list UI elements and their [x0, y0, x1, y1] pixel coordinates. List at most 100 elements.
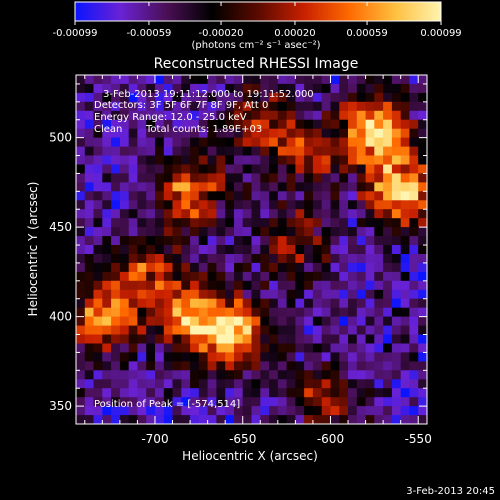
heatmap-cell	[391, 155, 402, 165]
heatmap-cell	[225, 101, 235, 112]
heatmap-cell	[269, 406, 279, 416]
heatmap-cell	[427, 308, 436, 318]
heatmap-cell	[225, 379, 235, 389]
heatmap-cell	[269, 370, 279, 380]
heatmap-cell	[348, 236, 358, 246]
heatmap-cell	[286, 236, 296, 246]
heatmap-cell	[111, 379, 121, 389]
heatmap-cell	[225, 271, 235, 282]
heatmap-cell	[207, 254, 217, 264]
heatmap-cell	[251, 352, 261, 362]
heatmap-cell	[251, 227, 261, 237]
x-axis: -700 -650 -600 -550	[84, 75, 432, 446]
heatmap-cell	[409, 236, 419, 246]
heatmap-cell	[251, 173, 261, 183]
heatmap-cell	[119, 316, 130, 327]
heatmap-cell	[190, 92, 200, 103]
heatmap-cell	[304, 200, 314, 210]
heatmap-cell	[172, 173, 182, 183]
heatmap-cell	[251, 236, 261, 246]
heatmap-cell	[137, 101, 147, 112]
heatmap-cell	[427, 111, 436, 121]
heatmap-cell	[409, 415, 419, 424]
heatmap-cell	[312, 83, 323, 94]
heatmap-cell	[242, 83, 253, 94]
heatmap-cell	[120, 424, 129, 434]
heatmap-cell	[409, 262, 419, 273]
heatmap-cell	[374, 119, 384, 130]
heatmap-cell	[84, 415, 95, 424]
heatmap-cell	[383, 316, 393, 327]
heatmap-cell	[198, 173, 209, 183]
heatmap-cell	[330, 218, 340, 228]
heatmap-cell	[137, 83, 147, 94]
heatmap-cell	[163, 164, 174, 174]
heatmap-cell	[260, 110, 270, 121]
heatmap-cell	[321, 146, 332, 157]
heatmap-cell	[400, 191, 411, 201]
heatmap-cell	[427, 415, 436, 425]
heatmap-cell	[409, 110, 419, 121]
heatmap-cell	[365, 397, 375, 407]
heatmap-cell	[400, 298, 411, 309]
colorbar-tick-label: 0.00020	[274, 28, 315, 39]
heatmap-cell	[207, 361, 217, 371]
heatmap-cell	[339, 254, 349, 264]
heatmap-cell	[234, 119, 244, 130]
heatmap-cell	[374, 191, 384, 201]
heatmap-cell	[365, 352, 375, 362]
heatmap-cell	[93, 110, 103, 121]
heatmap-cell	[277, 200, 288, 210]
heatmap-cell	[277, 343, 288, 353]
heatmap-cell	[128, 92, 139, 103]
heatmap-cell	[146, 271, 156, 282]
heatmap-cell	[155, 343, 165, 353]
heatmap-cell	[207, 209, 217, 219]
heatmap-cell	[242, 119, 253, 130]
heatmap-cell	[76, 262, 86, 273]
heatmap-cell	[269, 307, 279, 318]
heatmap-cell	[409, 164, 419, 174]
heatmap-cell	[286, 164, 296, 174]
heatmap-cell	[418, 236, 427, 246]
y-tick-label: 500	[49, 131, 72, 145]
heatmap-cell	[383, 298, 393, 309]
heatmap-cell	[348, 280, 358, 291]
heatmap-cell	[330, 397, 340, 407]
heatmap-cell	[383, 110, 393, 121]
heatmap-cell	[418, 227, 427, 237]
heatmap-cell	[391, 75, 402, 85]
heatmap-cell	[286, 262, 296, 273]
heatmap-cell	[304, 334, 314, 344]
heatmap-cell	[269, 254, 279, 264]
heatmap-cell	[93, 352, 103, 362]
heatmap-cell	[137, 218, 147, 228]
heatmap-cell	[198, 254, 209, 264]
heatmap-cell	[365, 101, 375, 112]
heatmap-cell	[163, 406, 174, 416]
heatmap-cell	[391, 128, 402, 139]
heatmap-cell	[172, 119, 182, 130]
heatmap-cell	[155, 146, 165, 157]
heatmap-cell	[111, 271, 121, 282]
heatmap-cell	[295, 254, 305, 264]
heatmap-cell	[400, 101, 411, 112]
heatmap-cell	[295, 236, 305, 246]
heatmap-cell	[304, 254, 314, 264]
heatmap-cell	[128, 236, 139, 246]
heatmap-cell	[365, 415, 375, 424]
heatmap-cell	[365, 164, 375, 174]
heatmap-cell	[374, 101, 384, 112]
heatmap-cell	[155, 182, 165, 192]
heatmap-cell	[172, 370, 182, 380]
heatmap-cell	[216, 370, 226, 380]
heatmap-cell	[119, 352, 130, 362]
heatmap-cell	[119, 128, 130, 139]
heatmap-cell	[111, 128, 121, 139]
heatmap-cell	[348, 101, 358, 112]
heatmap-cell	[348, 128, 358, 139]
heatmap-cell	[277, 92, 288, 103]
heatmap-cell	[163, 83, 174, 94]
annotation-clean: Clean	[94, 124, 122, 135]
heatmap-cell	[190, 227, 200, 237]
